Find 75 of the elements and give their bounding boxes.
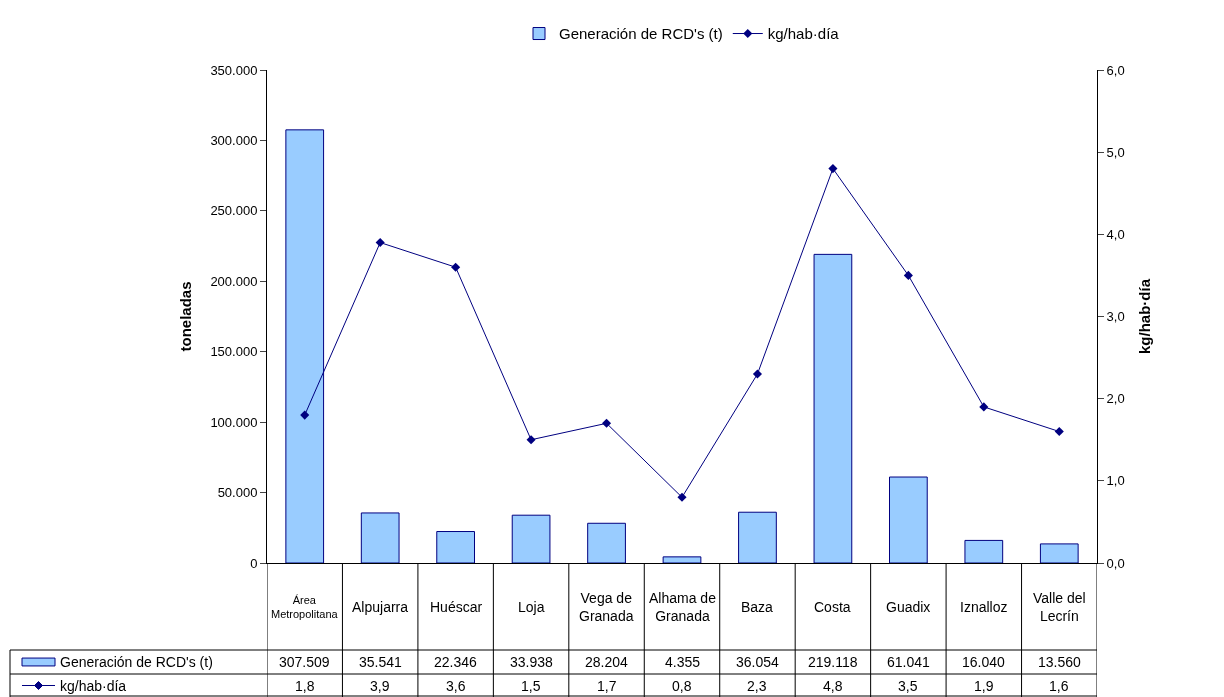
data-label: 1,6: [1049, 678, 1069, 694]
x-tick-label: Costa: [814, 599, 851, 615]
data-label: 4,8: [823, 678, 843, 694]
data-label: 16.040: [962, 654, 1006, 670]
bar: [964, 539, 1004, 563]
y2-axis-title: kg/hab·día: [1135, 278, 1153, 355]
data-label: 22.346: [434, 654, 478, 670]
x-tick-label: Huéscar: [430, 599, 483, 615]
data-label: 61.041: [887, 654, 931, 670]
bar: [738, 511, 777, 563]
text: kg/hab·día: [60, 678, 127, 694]
x-tick-label: Valle del Lecrín: [1033, 590, 1086, 625]
y2-tick-label: 6,0: [1106, 62, 1125, 78]
bar: [360, 512, 400, 563]
bar: [511, 514, 551, 563]
data-label: 36.054: [736, 654, 780, 670]
x-tick-label: Loja: [518, 599, 545, 615]
data-label: 307.509: [279, 654, 330, 670]
x-tick-label: Alpujarra: [352, 599, 409, 615]
y2-tick-label: 2,0: [1106, 391, 1125, 407]
y-tick-label: 300.000: [210, 132, 258, 148]
data-label: 1,8: [295, 678, 315, 694]
data-label: 35.541: [359, 654, 403, 670]
data-label: 33.938: [510, 654, 554, 670]
bar: [1039, 543, 1079, 563]
bar: [662, 556, 702, 563]
data-label: 219.118: [808, 654, 858, 670]
x-tick-label: Alhama de Granada: [649, 590, 717, 625]
data-label: 3,5: [898, 678, 918, 694]
y2-tick-label: 4,0: [1106, 226, 1125, 242]
point: [300, 410, 310, 420]
data-label: 3,9: [370, 678, 390, 694]
point: [1054, 426, 1064, 437]
data-label: 4.355: [665, 654, 701, 670]
data-label: 0,8: [672, 678, 692, 694]
y2-tick-label: 0,0: [1106, 555, 1125, 571]
point: [602, 418, 612, 428]
data-label: 3,6: [446, 678, 466, 694]
y-axis-title: toneladas: [176, 281, 194, 352]
bar: [436, 531, 475, 563]
y-tick-label: 350.000: [210, 62, 258, 78]
point: [752, 369, 762, 379]
point: [451, 262, 461, 272]
x-tick-label: Baza: [741, 599, 774, 615]
y-tick-label: 0: [250, 555, 258, 571]
x-tick-label: Iznalloz: [960, 599, 1008, 615]
data-label: 28.204: [585, 654, 629, 670]
y-tick-label: 200.000: [210, 273, 258, 289]
x-tick-label: Guadix: [886, 599, 931, 615]
y-tick-label: 100.000: [210, 414, 258, 430]
y2-tick-label: 5,0: [1106, 144, 1125, 160]
data-label: 2,3: [747, 678, 767, 694]
bar: [813, 253, 853, 563]
x-tick-label: Área Metropolitana: [271, 594, 339, 621]
bar: [889, 476, 928, 563]
bar: [587, 522, 626, 563]
point: [979, 402, 989, 412]
point: [677, 492, 687, 502]
point: [526, 435, 536, 445]
legend-label: Generación de RCD's (t): [559, 25, 723, 43]
point: [828, 164, 838, 174]
data-label: 1,5: [521, 678, 541, 694]
data-label: 13.560: [1038, 654, 1082, 670]
x-tick-label: Vega de Granada: [579, 590, 634, 625]
y2-tick-label: 3,0: [1106, 309, 1125, 325]
point: [375, 238, 385, 248]
y-tick-label: 50.000: [217, 485, 258, 501]
point: [903, 270, 913, 280]
y-tick-label: 150.000: [210, 344, 258, 360]
data-label: 1,9: [974, 678, 994, 694]
y2-tick-label: 1,0: [1106, 473, 1125, 489]
y-tick-label: 250.000: [210, 203, 258, 219]
data-label: 1,7: [597, 678, 617, 694]
text: Generación de RCD's (t): [60, 654, 213, 670]
legend-label: kg/hab·día: [767, 25, 840, 43]
